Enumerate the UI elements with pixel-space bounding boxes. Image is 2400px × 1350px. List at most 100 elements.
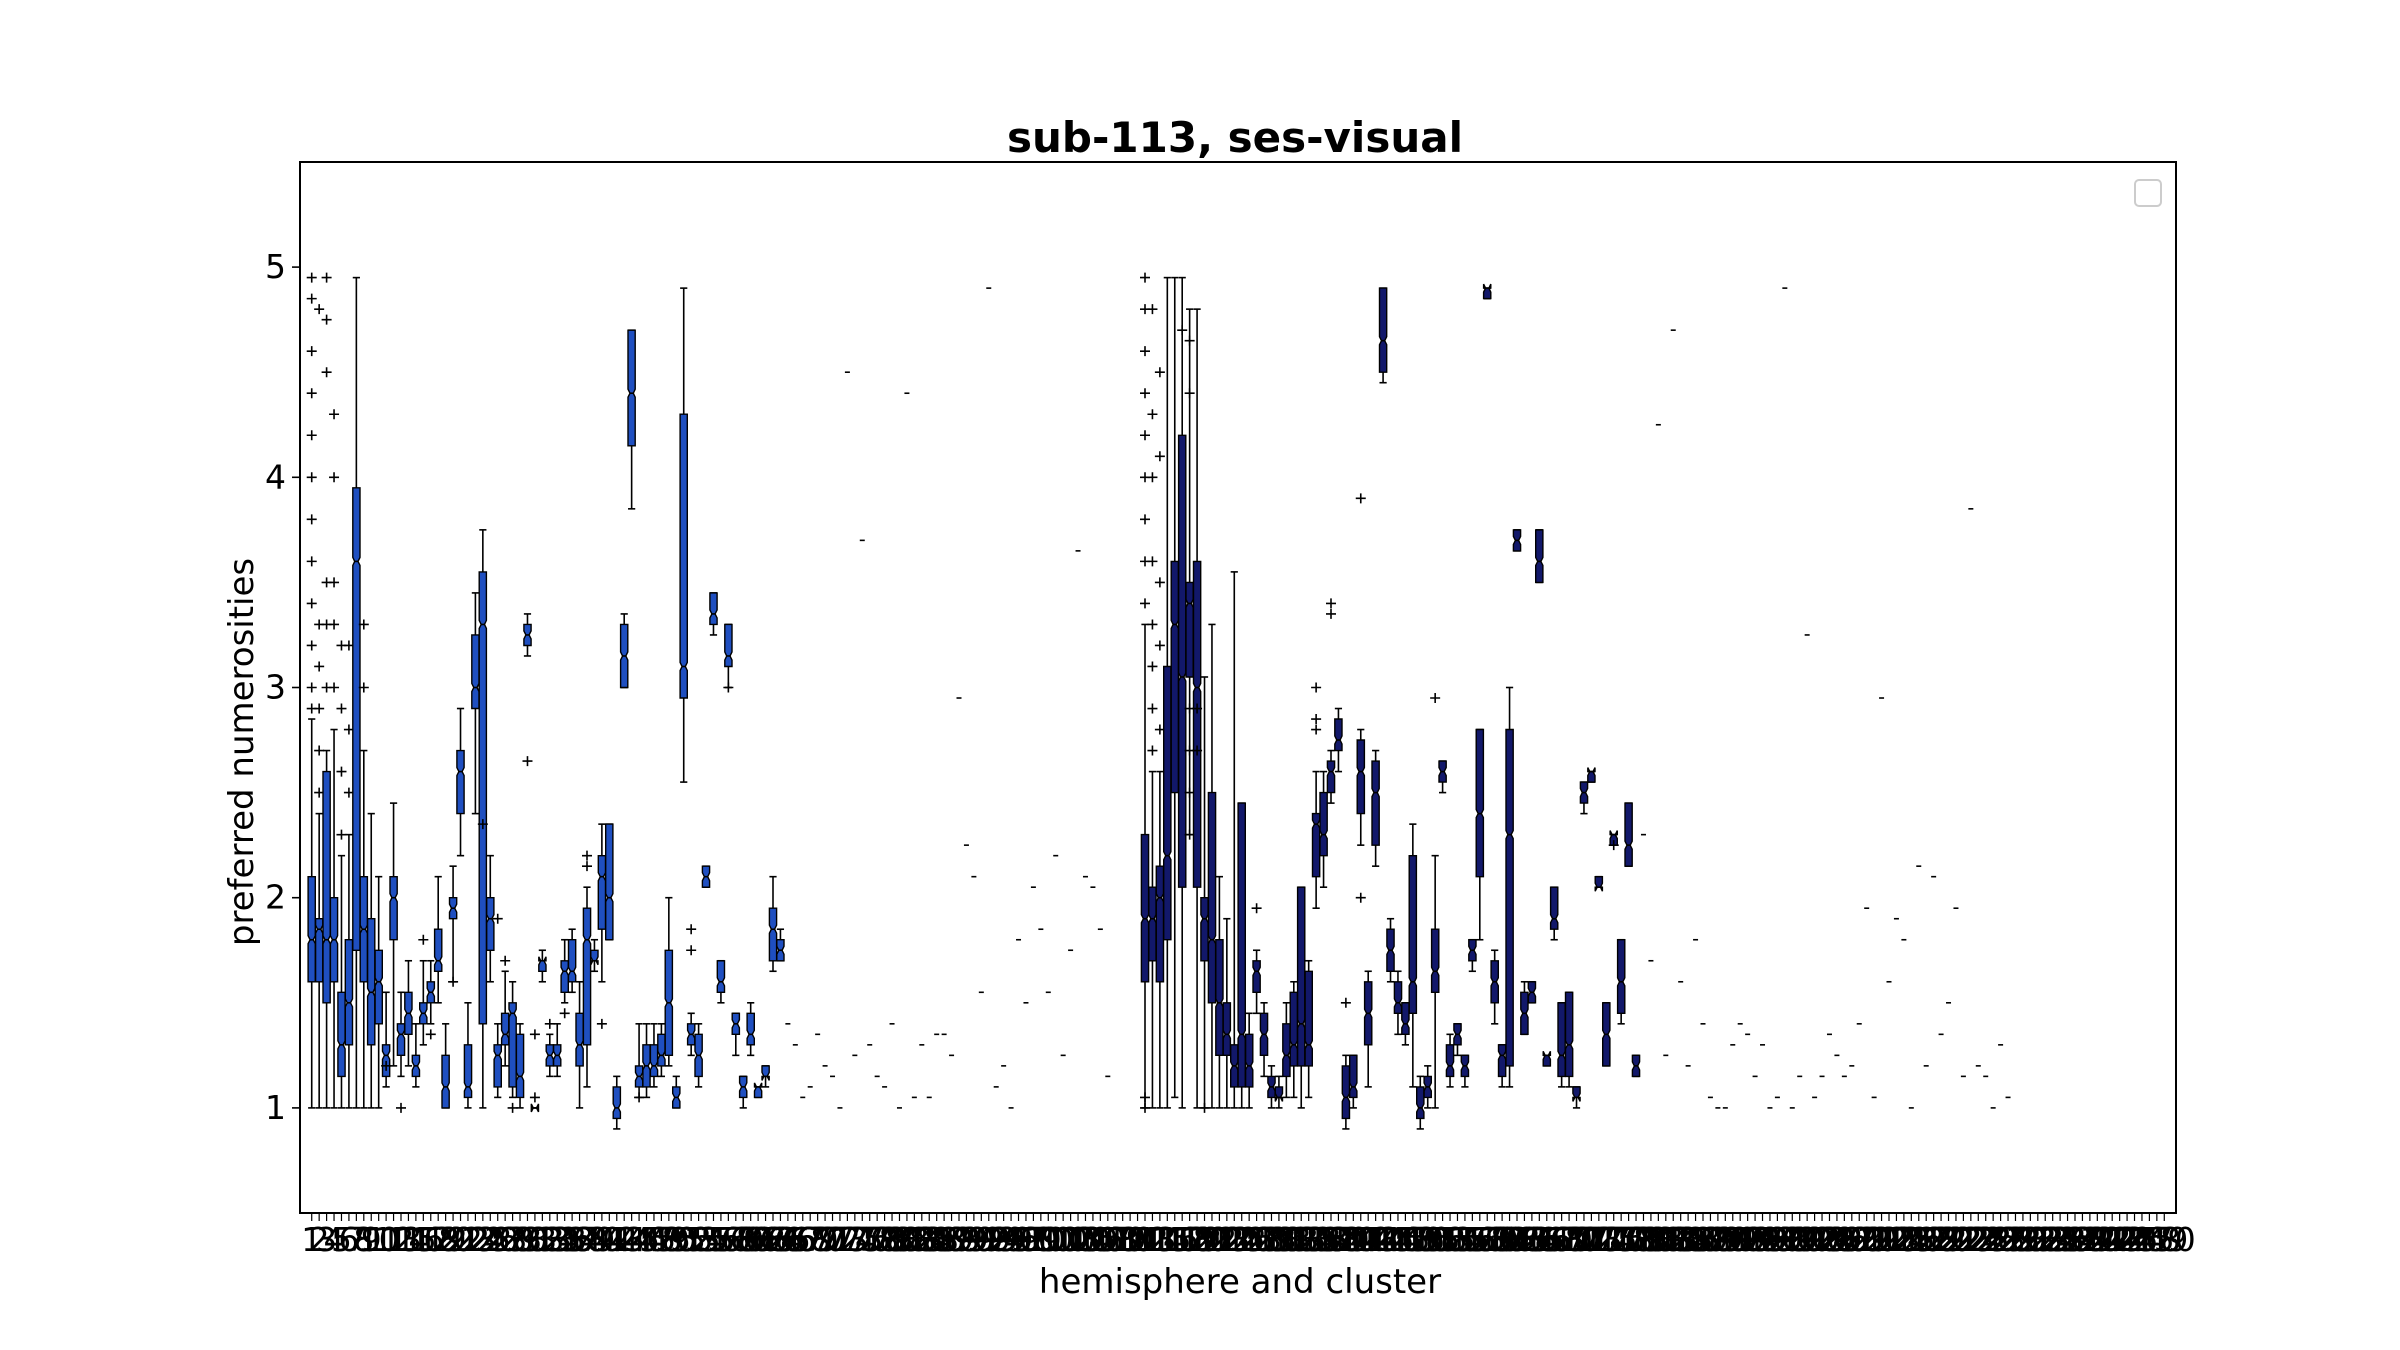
x-tick-label: 36 [551, 1220, 593, 1259]
x-tick-label: 87 [931, 1220, 973, 1259]
x-tick-label: 142 [1329, 1220, 1392, 1259]
x-tick-label: 112 [1106, 1220, 1169, 1259]
box-cluster-56 [716, 959, 726, 1004]
x-tick-label: 207 [1813, 1220, 1876, 1259]
outlier-marker [396, 1102, 406, 1113]
x-tick-label: 105 [1054, 1220, 1117, 1259]
x-axis-ticks: 1234567891011121314151617181920212223242… [301, 1213, 2196, 1259]
box-cluster-43 [619, 613, 629, 689]
outlier-marker [306, 293, 317, 304]
y-tick-label: 2 [265, 878, 286, 917]
outlier-marker [329, 472, 340, 483]
box-cluster-113 [1140, 272, 1150, 1113]
box-cluster-138 [1326, 598, 1336, 804]
box-iqr [761, 1065, 770, 1081]
box-iqr [471, 634, 480, 710]
box-cluster-169 [1557, 1001, 1566, 1088]
x-tick-label: 152 [1404, 1220, 1467, 1259]
outlier-marker [306, 430, 317, 441]
box-cluster-132 [1282, 1001, 1291, 1099]
x-tick-label: 147 [1366, 1220, 1429, 1259]
box-iqr [1534, 529, 1544, 584]
box-iqr [493, 1044, 502, 1088]
x-tick-label: 127 [1218, 1220, 1281, 1259]
box-iqr [560, 960, 569, 993]
x-tick-label: 113 [1114, 1220, 1177, 1259]
box-iqr [567, 939, 577, 983]
box-iqr [590, 949, 599, 966]
x-tick-label: 130 [1240, 1220, 1303, 1259]
x-tick-label: 66 [774, 1220, 816, 1259]
y-axis-label: preferred numerosities [222, 558, 262, 946]
box-cluster-42 [612, 1075, 622, 1130]
outlier-marker [321, 367, 332, 378]
x-tick-label: 249 [2125, 1220, 2188, 1259]
outlier-marker [1147, 409, 1158, 420]
x-tick-label: 73 [826, 1220, 868, 1259]
outlier-marker [492, 913, 503, 924]
x-tick-label: 125 [1203, 1220, 1266, 1259]
x-tick-label: 32 [521, 1220, 563, 1259]
x-tick-label: 72 [819, 1220, 861, 1259]
x-tick-label: 141 [1322, 1220, 1385, 1259]
x-tick-label: 23 [454, 1220, 496, 1259]
x-tick-label: 177 [1590, 1220, 1653, 1259]
box-cluster-179 [1631, 1054, 1641, 1078]
x-tick-label: 100 [1017, 1220, 1080, 1259]
x-tick-label: 29 [499, 1220, 541, 1259]
box-cluster-159 [1482, 283, 1492, 300]
x-tick-label: 121 [1173, 1220, 1236, 1259]
outlier-marker [1311, 724, 1322, 735]
x-tick-label: 182 [1627, 1220, 1690, 1259]
box-cluster-127 [1244, 1012, 1254, 1109]
x-tick-label: 78 [864, 1220, 906, 1259]
x-tick-label: 165 [1500, 1220, 1563, 1259]
x-tick-label: 88 [938, 1220, 980, 1259]
x-tick-label: 92 [968, 1220, 1010, 1259]
outlier-marker [336, 703, 347, 714]
box-cluster-5 [336, 640, 347, 1109]
box-iqr [1564, 991, 1574, 1078]
x-tick-label: 179 [1605, 1220, 1668, 1259]
box-cluster-170 [1564, 991, 1574, 1088]
x-tick-label: 106 [1061, 1220, 1124, 1259]
outlier-marker [529, 1029, 540, 1040]
outlier-marker [314, 745, 325, 756]
box-iqr [1497, 1044, 1507, 1078]
outlier-marker [1326, 598, 1336, 609]
box-iqr [337, 991, 346, 1078]
outlier-marker [1140, 430, 1150, 441]
outlier-marker [306, 472, 317, 483]
outlier-marker [1355, 892, 1366, 903]
box-cluster-122 [1207, 623, 1217, 1109]
box-cluster-18 [433, 875, 443, 1004]
x-tick-label: 192 [1701, 1220, 1764, 1259]
x-tick-label: 81 [886, 1220, 928, 1259]
box-iqr [1244, 1033, 1254, 1088]
x-tick-label: 6 [338, 1220, 359, 1259]
x-tick-label: 195 [1724, 1220, 1787, 1259]
x-tick-label: 104 [1047, 1220, 1110, 1259]
x-tick-label: 228 [1969, 1220, 2032, 1259]
x-tick-label: 109 [1084, 1220, 1147, 1259]
x-tick-label: 200 [1761, 1220, 1824, 1259]
box-cluster-145 [1378, 287, 1388, 384]
outlier-marker [1192, 745, 1203, 756]
x-tick-label: 103 [1039, 1220, 1102, 1259]
x-tick-label: 176 [1582, 1220, 1645, 1259]
box-iqr [768, 907, 778, 962]
x-tick-label: 14 [387, 1220, 429, 1259]
box-cluster-163 [1512, 529, 1522, 552]
outlier-marker [544, 1018, 555, 1029]
x-axis-label: hemisphere and cluster [1039, 1262, 1441, 1302]
outlier-marker [723, 682, 734, 693]
outlier-marker [314, 703, 325, 714]
x-tick-label: 169 [1530, 1220, 1593, 1259]
x-tick-label: 232 [1999, 1220, 2062, 1259]
x-tick-label: 79 [871, 1220, 913, 1259]
box-cluster-158 [1475, 728, 1485, 941]
x-tick-label: 62 [745, 1220, 787, 1259]
box-iqr [1192, 560, 1202, 888]
x-tick-label: 172 [1552, 1220, 1615, 1259]
